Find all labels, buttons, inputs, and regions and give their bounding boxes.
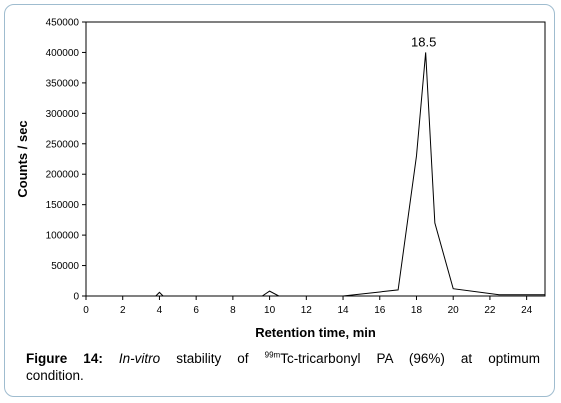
- caption-line-2: condition.: [26, 368, 84, 383]
- figure-frame: [4, 4, 555, 397]
- x-tick-label: 14: [337, 305, 349, 316]
- y-tick-label: 150000: [46, 200, 80, 211]
- y-tick-label: 250000: [46, 139, 80, 150]
- x-tick-label: 8: [230, 305, 236, 316]
- peak-annotation: 18.5: [411, 34, 436, 49]
- caption-text-b: Tc-tricarbonyl PA (96%) at optimum: [280, 351, 540, 366]
- x-axis-title: Retention time, min: [255, 325, 376, 340]
- x-tick-label: 18: [411, 305, 423, 316]
- y-axis: 0 50000 100000 150000 200000 250000 300000 3500…: [46, 18, 86, 303]
- x-tick-label: 2: [120, 305, 126, 316]
- x-tick-label: 20: [448, 305, 460, 316]
- y-axis-title: Counts / sec: [15, 120, 30, 197]
- caption-label: Figure 14:: [26, 351, 103, 366]
- y-tick-label: 300000: [46, 109, 80, 120]
- y-tick-label: 350000: [46, 78, 80, 89]
- x-tick-label: 22: [484, 305, 496, 316]
- figure-caption: Figure 14: In-vitro stability of 99mTc-t…: [26, 350, 540, 384]
- caption-text-a: stability of: [160, 351, 265, 366]
- x-tick-label: 6: [193, 305, 199, 316]
- caption-superscript: 99m: [264, 350, 281, 360]
- plot-area: [85, 21, 546, 297]
- x-axis: 0 2 4 6 8 10 12 14 16 18 20 22 24: [83, 296, 533, 316]
- series-line: [86, 52, 545, 297]
- x-tick-label: 12: [301, 305, 313, 316]
- caption-line-1: Figure 14: In-vitro stability of 99mTc-t…: [26, 350, 540, 367]
- y-tick-label: 400000: [46, 48, 80, 59]
- x-tick-label: 0: [83, 305, 89, 316]
- x-tick-label: 4: [157, 305, 163, 316]
- y-tick-label: 200000: [46, 170, 80, 181]
- x-tick-label: 16: [374, 305, 386, 316]
- y-tick-label: 50000: [51, 261, 79, 272]
- chromatogram-chart: 0 50000 100000 150000 200000 250000 300000 3500…: [15, 18, 546, 340]
- x-tick-label: 10: [264, 305, 276, 316]
- caption-italic: In-vitro: [118, 351, 161, 366]
- x-tick-label: 24: [521, 305, 533, 316]
- y-tick-label: 0: [73, 292, 79, 303]
- y-tick-label: 450000: [46, 18, 80, 29]
- y-tick-label: 100000: [46, 231, 80, 242]
